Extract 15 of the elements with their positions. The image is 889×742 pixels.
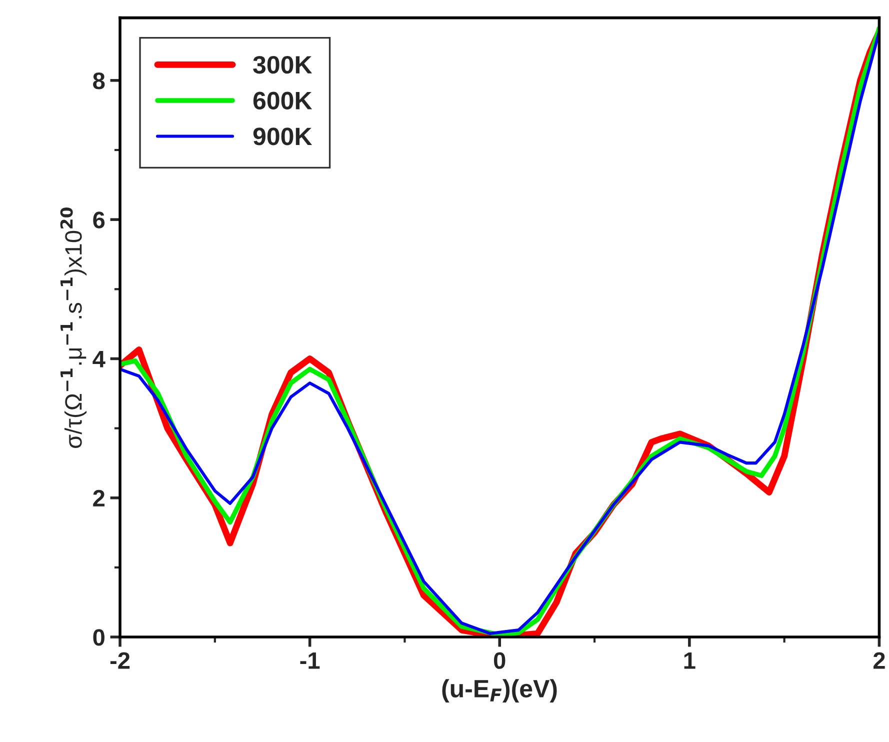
x-axis-title: (u-E$_{F}$)(eV): [442, 679, 557, 702]
x-tick-label: 2: [873, 652, 885, 669]
legend-label: 300K: [253, 56, 312, 74]
x-tick-label: -2: [110, 652, 130, 669]
legend-label: 600K: [253, 92, 312, 110]
y-tick-label: 6: [93, 212, 105, 228]
y-tick-label: 8: [93, 72, 105, 90]
legend-label: 900K: [253, 128, 312, 146]
y-tick-label: 4: [92, 351, 106, 368]
x-tick-label: 0: [494, 652, 506, 669]
y-tick-label: 2: [93, 490, 104, 506]
x-tick-label: -1: [300, 652, 320, 669]
y-axis-title: σ/τ(Ω$^{−1}$.μ$^{−1}$.s$^{−1}$)x10$^{20}$: [60, 207, 86, 448]
y-tick-label: 0: [93, 629, 104, 646]
x-tick-label: 1: [684, 652, 696, 669]
